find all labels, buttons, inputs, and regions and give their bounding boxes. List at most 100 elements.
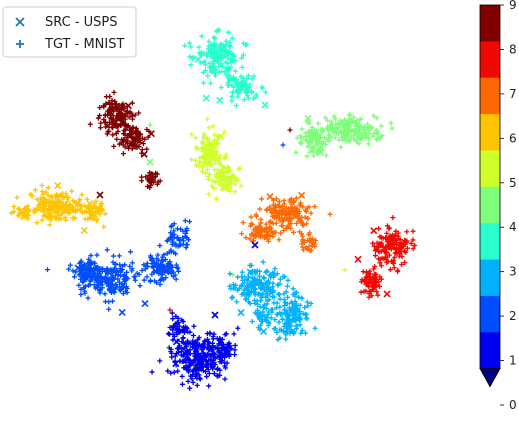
tgt-mnist-point [179, 373, 185, 379]
tgt-mnist-point [254, 268, 260, 274]
tgt-mnist-point [280, 274, 286, 280]
tgt-mnist-point [112, 265, 118, 271]
tgt-mnist-point [22, 206, 28, 212]
tgt-mnist-point [378, 123, 384, 129]
tgt-mnist-point [387, 267, 393, 273]
tgt-mnist-point [366, 127, 372, 133]
tgt-mnist-point [325, 117, 331, 123]
tgt-mnist-point [345, 122, 351, 128]
tgt-mnist-point [280, 142, 286, 148]
tgt-mnist-point [230, 294, 236, 300]
tgt-mnist-point [298, 203, 304, 209]
tgt-mnist-point [249, 319, 255, 325]
tgt-mnist-point [252, 286, 258, 292]
src-usps-point [194, 55, 202, 63]
tgt-mnist-point [164, 238, 170, 244]
tgt-mnist-point [392, 233, 398, 239]
tgt-mnist-point [205, 176, 211, 182]
tgt-mnist-point [136, 110, 142, 116]
tgt-mnist-point [205, 366, 211, 372]
tgt-mnist-point [113, 101, 119, 107]
tgt-mnist-point [249, 76, 255, 82]
src-usps-point [104, 268, 112, 276]
tgt-mnist-point [327, 211, 333, 217]
tgt-mnist-point [122, 262, 128, 268]
tgt-mnist-point [284, 283, 290, 289]
tgt-mnist-point [97, 288, 103, 294]
tgt-mnist-point [226, 83, 232, 89]
tgt-mnist-point [171, 231, 177, 237]
tgt-mnist-point [297, 302, 303, 308]
tgt-mnist-point [390, 215, 396, 221]
tgt-mnist-point [145, 176, 151, 182]
tgt-mnist-point [261, 226, 267, 232]
tgt-mnist-point [222, 346, 228, 352]
tgt-mnist-point [231, 331, 237, 337]
tgt-mnist-point [119, 266, 125, 272]
tgt-mnist-point [184, 355, 190, 361]
tgt-mnist-point [318, 131, 324, 137]
tgt-mnist-point [232, 189, 238, 195]
tgt-mnist-point [354, 139, 360, 145]
tgt-mnist-point [196, 335, 202, 341]
tgt-mnist-point [249, 275, 255, 281]
tgt-mnist-point [97, 211, 103, 217]
tgt-mnist-point [183, 344, 189, 350]
tgt-mnist-point [175, 327, 181, 333]
tgt-mnist-point [282, 303, 288, 309]
tgt-mnist-point [190, 380, 196, 386]
tgt-mnist-point [109, 278, 115, 284]
tgt-mnist-point [227, 188, 233, 194]
tgt-mnist-point [268, 207, 274, 213]
tgt-mnist-point [282, 320, 288, 326]
tgt-mnist-point [257, 280, 263, 286]
tgt-mnist-point [229, 35, 235, 41]
tgt-mnist-point [251, 269, 257, 275]
tgt-mnist-point [395, 246, 401, 252]
tgt-mnist-point [371, 281, 377, 287]
tgt-mnist-point [248, 88, 254, 94]
tgt-mnist-point [187, 40, 193, 46]
tgt-mnist-point [121, 131, 127, 137]
tgt-mnist-point [296, 294, 302, 300]
tgt-mnist-point [223, 152, 229, 158]
tgt-mnist-point [116, 272, 122, 278]
tgt-mnist-point [40, 199, 46, 205]
tgt-mnist-point [309, 240, 315, 246]
tgt-mnist-point [228, 286, 234, 292]
tgt-mnist-point [256, 233, 262, 239]
tgt-mnist-point [92, 211, 98, 217]
tgt-mnist-point [219, 56, 225, 62]
colorbar-segment [480, 186, 500, 224]
tgt-mnist-point [404, 245, 410, 251]
tgt-mnist-point [175, 349, 181, 355]
tgt-mnist-point [21, 210, 27, 216]
tgt-mnist-point [366, 289, 372, 295]
tgt-mnist-point [398, 240, 404, 246]
tgt-mnist-point [103, 124, 109, 130]
tgt-mnist-point [201, 149, 207, 155]
src-usps-point [237, 308, 245, 317]
tgt-mnist-point [89, 276, 95, 282]
tgt-mnist-point [332, 134, 338, 140]
tgt-mnist-point [261, 305, 267, 311]
tgt-mnist-point [197, 159, 203, 165]
tgt-mnist-point [392, 250, 398, 256]
colorbar-tick-label: 8 [509, 42, 517, 56]
tgt-mnist-point [120, 142, 126, 148]
tgt-mnist-point [336, 137, 342, 143]
tgt-mnist-point [216, 63, 222, 69]
tgt-mnist-point [110, 259, 116, 265]
tgt-mnist-point [229, 93, 235, 99]
tgt-mnist-point [322, 142, 328, 148]
tgt-mnist-point [386, 225, 392, 231]
tgt-mnist-point [372, 264, 378, 270]
tgt-mnist-point [88, 253, 94, 259]
tgt-mnist-point [140, 141, 146, 147]
tgt-mnist-point [202, 67, 208, 73]
tgt-mnist-point [127, 249, 133, 255]
tgt-mnist-point [129, 135, 135, 141]
tgt-mnist-point [168, 230, 174, 236]
tgt-mnist-point [227, 343, 233, 349]
tgt-mnist-point [239, 291, 245, 297]
